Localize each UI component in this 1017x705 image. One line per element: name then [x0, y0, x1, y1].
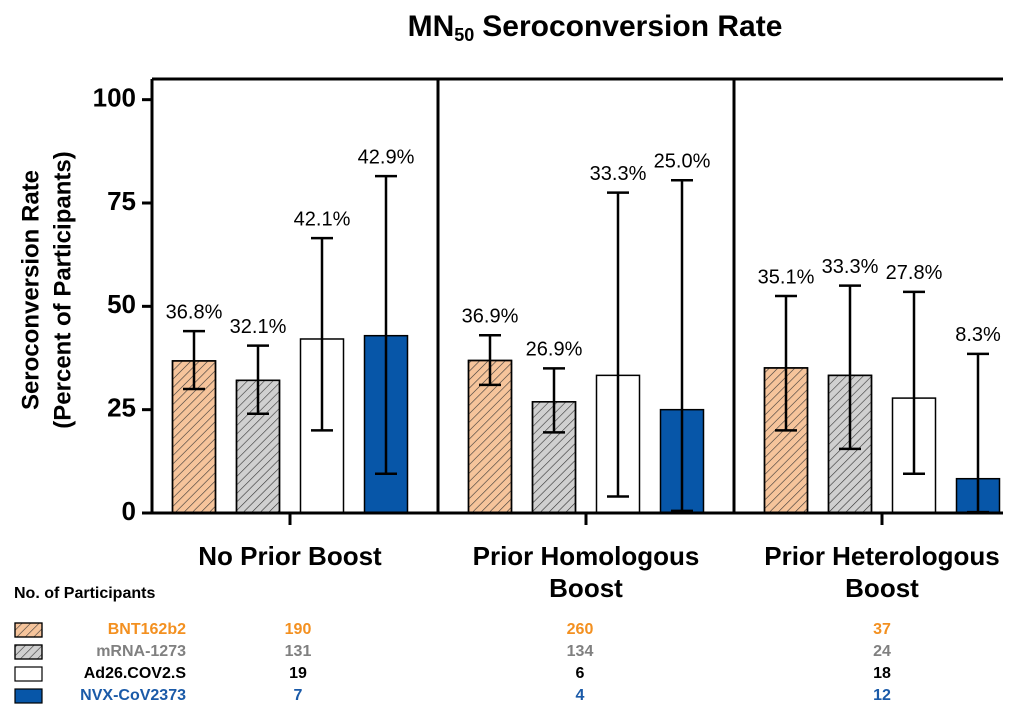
title-subscript: 50: [454, 25, 474, 45]
value-label: 42.1%: [294, 208, 351, 230]
legend-swatch: [14, 688, 43, 704]
y-tick-label: 0: [122, 496, 136, 526]
participant-count: 6: [576, 665, 585, 682]
value-label: 25.0%: [654, 151, 711, 173]
x-tick-label: Prior Heterologous Boost: [764, 541, 1000, 603]
chart-title: MN50 Seroconversion Rate: [408, 10, 783, 45]
participant-count: 37: [873, 621, 891, 638]
value-label: 36.9%: [462, 306, 519, 328]
participant-count: 19: [289, 665, 307, 682]
value-label: 33.3%: [822, 256, 879, 278]
legend-hatch: [14, 644, 43, 660]
value-label: 8.3%: [955, 324, 1001, 346]
participant-count: 12: [873, 687, 891, 704]
table-title: No. of Participants: [14, 585, 155, 602]
participant-count: 134: [567, 643, 594, 660]
legend-label: Ad26.COV2.S: [84, 665, 187, 682]
y-tick-label: 50: [107, 289, 136, 319]
value-label: 26.9%: [526, 339, 583, 361]
value-label: 35.1%: [758, 266, 815, 288]
legend-label: NVX-CoV2373: [80, 687, 186, 704]
y-tick-label: 25: [107, 393, 136, 423]
x-tick-label: No Prior Boost: [198, 541, 382, 571]
participant-count: 260: [567, 621, 594, 638]
y-tick-label: 75: [107, 186, 136, 216]
participant-count: 190: [285, 621, 312, 638]
value-label: 32.1%: [230, 316, 287, 338]
participant-count: 24: [873, 643, 891, 660]
value-label: 42.9%: [358, 146, 415, 168]
value-label: 36.8%: [166, 301, 223, 323]
participant-count: 7: [294, 687, 303, 704]
y-axis-label: Seroconversion Rate (Percent of Particip…: [17, 151, 76, 428]
legend-swatch: [14, 666, 43, 682]
participant-count: 18: [873, 665, 891, 682]
legend-hatch: [14, 622, 43, 638]
legend-label: BNT162b2: [108, 621, 186, 638]
x-tick-label: Prior Homologous Boost: [472, 541, 700, 603]
y-tick-label: 100: [93, 83, 136, 113]
value-label: 33.3%: [590, 163, 647, 185]
y-label-line: Seroconversion Rate: [17, 170, 44, 410]
participant-count: 4: [576, 687, 585, 704]
y-label-line: (Percent of Participants): [49, 151, 76, 428]
participant-count: 131: [285, 643, 312, 660]
legend-label: mRNA-1273: [96, 643, 186, 660]
value-label: 27.8%: [886, 262, 943, 284]
title-rest: Seroconversion Rate: [482, 10, 782, 43]
title-main: MN: [408, 10, 455, 43]
